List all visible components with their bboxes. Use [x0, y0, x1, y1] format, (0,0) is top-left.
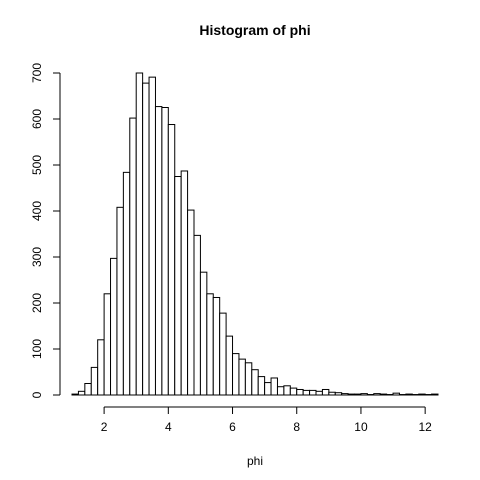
histogram-bar	[373, 393, 381, 396]
y-tick-label: 200	[30, 293, 44, 313]
histogram-bar	[354, 393, 362, 396]
histogram-bar	[77, 390, 86, 396]
histogram-bar	[167, 124, 176, 396]
histogram-bar	[270, 377, 278, 396]
histogram-bar	[129, 117, 137, 396]
histogram-bar	[110, 257, 118, 396]
histogram-bar	[418, 393, 426, 396]
histogram-bar	[212, 296, 221, 396]
x-tick-label: 8	[293, 420, 300, 434]
histogram-bar	[264, 382, 272, 396]
x-tick-label: 12	[418, 420, 432, 434]
histogram-bar	[84, 383, 92, 396]
histogram-bar	[321, 388, 330, 396]
histogram-bar	[122, 171, 131, 396]
histogram-bar	[341, 393, 349, 396]
x-tick-label: 4	[165, 420, 172, 434]
histogram-bar	[154, 106, 163, 396]
histogram-bar	[244, 362, 253, 396]
y-tick-label: 700	[30, 63, 44, 83]
histogram-bar	[206, 293, 214, 396]
histogram-bar	[219, 312, 227, 396]
histogram-bar	[187, 209, 195, 396]
histogram-bar	[360, 393, 368, 396]
histogram-bar	[328, 391, 336, 396]
histogram-bar	[90, 366, 99, 396]
histogram-bar	[180, 170, 189, 396]
histogram-bar	[315, 390, 323, 396]
histogram-bar	[276, 386, 285, 396]
histogram-bar	[309, 389, 317, 396]
chart-title: Histogram of phi	[199, 22, 310, 38]
x-tick-label: 10	[354, 420, 368, 434]
histogram-bar	[232, 353, 240, 396]
histogram-bar	[116, 206, 124, 396]
y-tick-label: 300	[30, 247, 44, 267]
histogram-bar	[148, 76, 156, 396]
x-tick-label: 2	[101, 420, 108, 434]
x-tick-label: 6	[229, 420, 236, 434]
histogram-bar	[283, 385, 291, 396]
y-axis: 0 100 200 300 400 500 600 700	[30, 63, 61, 398]
histogram-bar	[142, 82, 150, 396]
histogram-bar	[225, 335, 234, 396]
y-tick-label: 400	[30, 201, 44, 221]
histogram-bar	[199, 271, 208, 396]
histogram-bar	[71, 393, 79, 396]
histogram-bar	[379, 393, 388, 396]
y-tick-label: 600	[30, 109, 44, 129]
y-tick-label: 0	[30, 391, 44, 398]
histogram-bar	[302, 389, 311, 396]
histogram-bar	[135, 72, 144, 396]
histogram-bar	[103, 293, 112, 396]
y-tick-label: 500	[30, 155, 44, 175]
histogram-bar	[97, 339, 105, 396]
histogram-bar	[161, 107, 169, 396]
histogram-bar	[431, 393, 439, 396]
bars-group	[71, 72, 439, 396]
histogram-bar	[174, 176, 182, 396]
histogram-bar	[289, 387, 298, 396]
histogram-bar	[257, 376, 266, 396]
histogram-bar	[251, 369, 259, 396]
histogram-bar	[296, 388, 304, 396]
histogram-bar	[238, 358, 246, 396]
histogram-bar	[347, 393, 356, 396]
y-tick-label: 100	[30, 339, 44, 359]
x-axis: 2 4 6 8 10 12	[101, 406, 432, 434]
histogram-bar	[193, 234, 201, 396]
histogram-bar	[405, 393, 413, 396]
histogram-bar	[334, 392, 343, 396]
x-axis-label: phi	[247, 454, 263, 468]
histogram-bar	[392, 392, 400, 396]
